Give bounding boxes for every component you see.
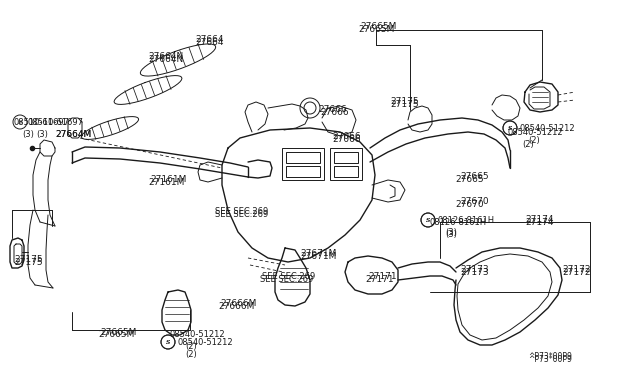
Text: 27171: 27171 (365, 275, 394, 284)
Text: 08126-8161H: 08126-8161H (438, 216, 495, 225)
Text: 27670: 27670 (455, 200, 484, 209)
Text: SEE SEC.269: SEE SEC.269 (215, 207, 268, 216)
Text: 27664M: 27664M (55, 130, 92, 139)
Text: 27664N: 27664N (148, 52, 183, 61)
Text: (2): (2) (185, 342, 196, 351)
Text: 27671M: 27671M (300, 252, 337, 261)
Text: ^P73*00P9: ^P73*00P9 (528, 352, 572, 361)
Text: (3): (3) (445, 228, 457, 237)
Text: SEE SEC.269: SEE SEC.269 (260, 275, 313, 284)
Text: 27671M: 27671M (300, 249, 337, 258)
Text: 27665M: 27665M (358, 25, 394, 34)
Text: 08540-51212: 08540-51212 (520, 124, 575, 133)
Text: S: S (18, 119, 22, 125)
Text: (2): (2) (185, 350, 196, 359)
Bar (286, 152, 320, 163)
Text: 27175: 27175 (14, 255, 43, 264)
Text: 27173: 27173 (460, 268, 488, 277)
Text: 27066: 27066 (332, 132, 360, 141)
Text: 08540-51212: 08540-51212 (170, 330, 226, 339)
Text: (2): (2) (522, 140, 534, 149)
Text: (3): (3) (36, 130, 48, 139)
Text: 27172: 27172 (562, 265, 591, 274)
Text: ^P73*00P9: ^P73*00P9 (528, 355, 572, 364)
Text: S: S (426, 218, 430, 222)
Text: 27174: 27174 (525, 215, 554, 224)
Bar (330, 148, 362, 180)
Text: 27665M: 27665M (98, 330, 134, 339)
Text: 27066: 27066 (332, 135, 360, 144)
Text: 08510-61697: 08510-61697 (14, 118, 70, 127)
Bar (286, 166, 320, 177)
Text: S: S (508, 125, 512, 131)
Text: S: S (508, 125, 512, 131)
Text: 27161M: 27161M (150, 175, 186, 184)
Text: 27664: 27664 (195, 35, 223, 44)
Text: 08540-51212: 08540-51212 (507, 128, 563, 137)
Text: SEE SEC.269: SEE SEC.269 (215, 210, 268, 219)
Text: 27175: 27175 (390, 97, 419, 106)
Text: 27665: 27665 (460, 172, 488, 181)
Text: (3): (3) (22, 130, 34, 139)
Text: 27664N: 27664N (148, 55, 183, 64)
Bar (334, 152, 358, 163)
Text: 27175: 27175 (14, 258, 43, 267)
Text: 27670: 27670 (460, 197, 488, 206)
Text: 08126-8161H: 08126-8161H (430, 218, 487, 227)
Text: 27666M: 27666M (220, 299, 257, 308)
Text: 27174: 27174 (525, 218, 554, 227)
Bar (282, 148, 324, 180)
Text: 27665: 27665 (455, 175, 484, 184)
Text: (3): (3) (445, 230, 457, 239)
Text: 08510-61697: 08510-61697 (28, 118, 84, 127)
Bar (334, 166, 358, 177)
Text: 27666M: 27666M (218, 302, 254, 311)
Text: 27665M: 27665M (100, 328, 136, 337)
Text: 27664: 27664 (195, 38, 223, 47)
Text: 27171: 27171 (368, 272, 397, 281)
Text: 27665M: 27665M (360, 22, 396, 31)
Text: SEE SEC.269: SEE SEC.269 (262, 272, 316, 281)
Text: 27666: 27666 (318, 105, 347, 114)
Text: 08540-51212: 08540-51212 (178, 338, 234, 347)
Text: 27173: 27173 (460, 265, 488, 274)
Text: S: S (166, 340, 170, 344)
Text: 27664M: 27664M (55, 130, 92, 139)
Text: S: S (166, 340, 170, 344)
Text: 27175: 27175 (390, 100, 419, 109)
Text: (2): (2) (528, 136, 540, 145)
Text: S: S (426, 218, 430, 222)
Text: 27172: 27172 (562, 268, 591, 277)
Text: 27666: 27666 (320, 108, 349, 117)
Text: 27161M: 27161M (148, 178, 184, 187)
